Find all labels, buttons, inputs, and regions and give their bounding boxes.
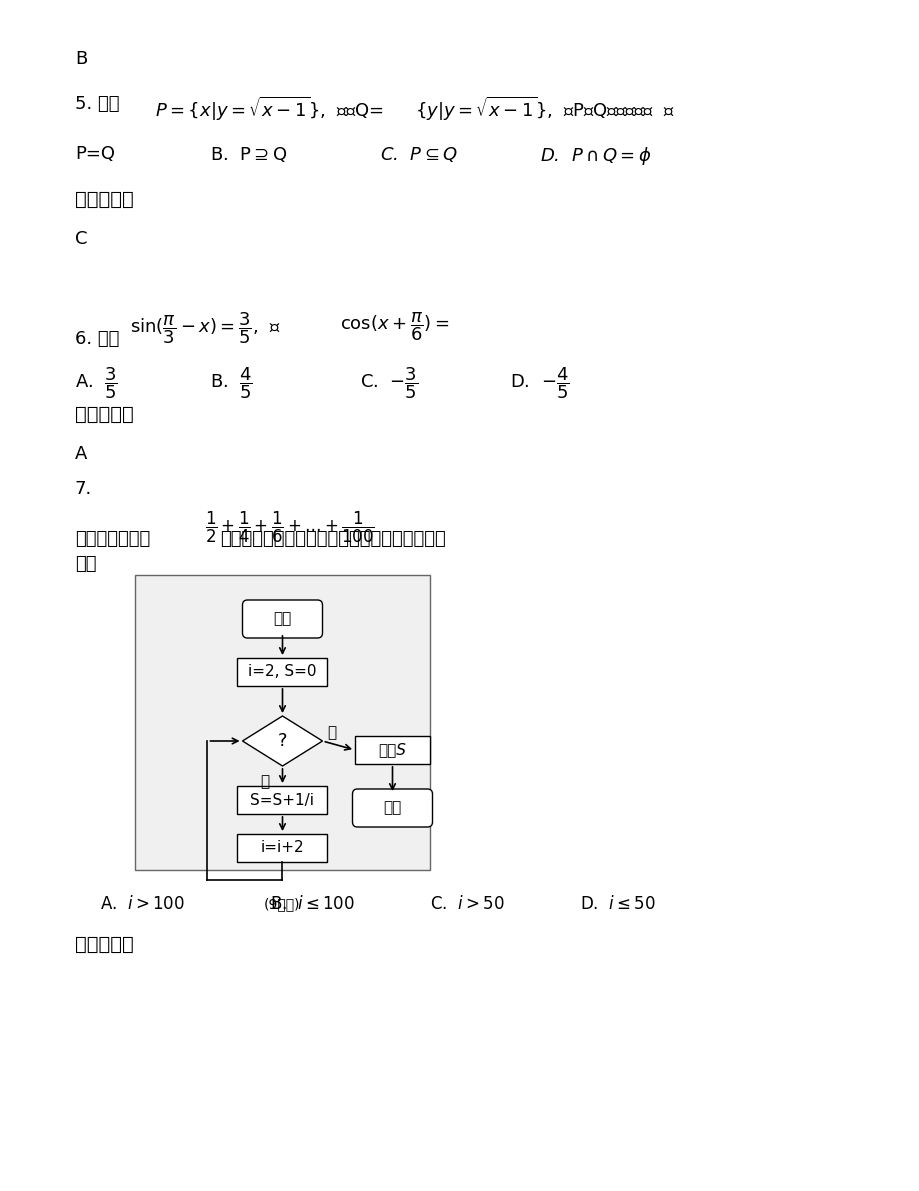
Bar	[237, 657, 327, 686]
Text: C: C	[75, 230, 87, 248]
Text: 6. 已知: 6. 已知	[75, 330, 119, 348]
Text: i=i+2: i=i+2	[260, 841, 304, 855]
Text: 件是: 件是	[75, 555, 96, 573]
Text: 结束: 结束	[383, 800, 402, 816]
Text: 5. 集合: 5. 集合	[75, 95, 119, 113]
Text: D.  $P\cap Q=\phi$: D. $P\cap Q=\phi$	[539, 145, 651, 167]
Text: ?: ?	[278, 732, 287, 750]
Bar	[135, 575, 429, 869]
Text: $\cos(x+\dfrac{\pi}{6})=$: $\cos(x+\dfrac{\pi}{6})=$	[340, 310, 449, 343]
Text: 右图给出的计算: 右图给出的计算	[75, 530, 150, 548]
Text: B.  $i\leq100$: B. $i\leq100$	[269, 894, 355, 913]
Text: S=S+1/i: S=S+1/i	[250, 792, 314, 807]
Text: 参考答案：: 参考答案：	[75, 935, 133, 954]
Text: $P=\{x|y=\sqrt{x-1}\}$,  集合Q=: $P=\{x|y=\sqrt{x-1}\}$, 集合Q=	[154, 95, 383, 123]
FancyBboxPatch shape	[243, 600, 323, 638]
Text: 输出S: 输出S	[378, 742, 406, 757]
Text: i=2, S=0: i=2, S=0	[248, 665, 316, 680]
Text: (9题图): (9题图)	[264, 897, 301, 911]
Text: A: A	[75, 445, 87, 463]
Text: $\dfrac{1}{2}+\dfrac{1}{4}+\dfrac{1}{6}+\ldots+\dfrac{1}{100}$: $\dfrac{1}{2}+\dfrac{1}{4}+\dfrac{1}{6}+…	[205, 510, 375, 545]
Text: A.  $i>100$: A. $i>100$	[100, 894, 185, 913]
Bar	[237, 834, 327, 862]
Text: C.  $-\dfrac{3}{5}$: C. $-\dfrac{3}{5}$	[359, 364, 418, 400]
Text: P=Q: P=Q	[75, 145, 115, 163]
Text: B.  P$\supseteq$Q: B. P$\supseteq$Q	[210, 145, 288, 164]
Bar	[355, 736, 429, 763]
Text: 7.: 7.	[75, 480, 92, 498]
Text: C.  $P\subseteq Q$: C. $P\subseteq Q$	[380, 145, 458, 164]
Text: 开始: 开始	[273, 611, 291, 626]
Text: D.  $-\dfrac{4}{5}$: D. $-\dfrac{4}{5}$	[509, 364, 569, 400]
Bar	[237, 786, 327, 813]
Text: B.  $\dfrac{4}{5}$: B. $\dfrac{4}{5}$	[210, 364, 253, 400]
Polygon shape	[243, 716, 323, 766]
Text: B: B	[75, 50, 87, 68]
Text: A.  $\dfrac{3}{5}$: A. $\dfrac{3}{5}$	[75, 364, 118, 400]
Text: $\{y|y=\sqrt{x-1}\}$,  则P与Q的关系是（  ）: $\{y|y=\sqrt{x-1}\}$, 则P与Q的关系是（ ）	[414, 95, 674, 123]
Text: 参考答案：: 参考答案：	[75, 405, 133, 424]
Text: $\sin(\dfrac{\pi}{3}-x)=\dfrac{3}{5}$,  则: $\sin(\dfrac{\pi}{3}-x)=\dfrac{3}{5}$, 则	[130, 310, 280, 345]
Text: 参考答案：: 参考答案：	[75, 191, 133, 208]
FancyBboxPatch shape	[352, 788, 432, 827]
Text: D.  $i\leq50$: D. $i\leq50$	[579, 894, 655, 913]
Text: 是: 是	[260, 774, 268, 788]
Text: 否: 否	[327, 725, 336, 741]
Text: C.  $i>50$: C. $i>50$	[429, 894, 504, 913]
Text: 的值的一个程序框图，其中判断框内应填入的条: 的值的一个程序框图，其中判断框内应填入的条	[220, 530, 446, 548]
